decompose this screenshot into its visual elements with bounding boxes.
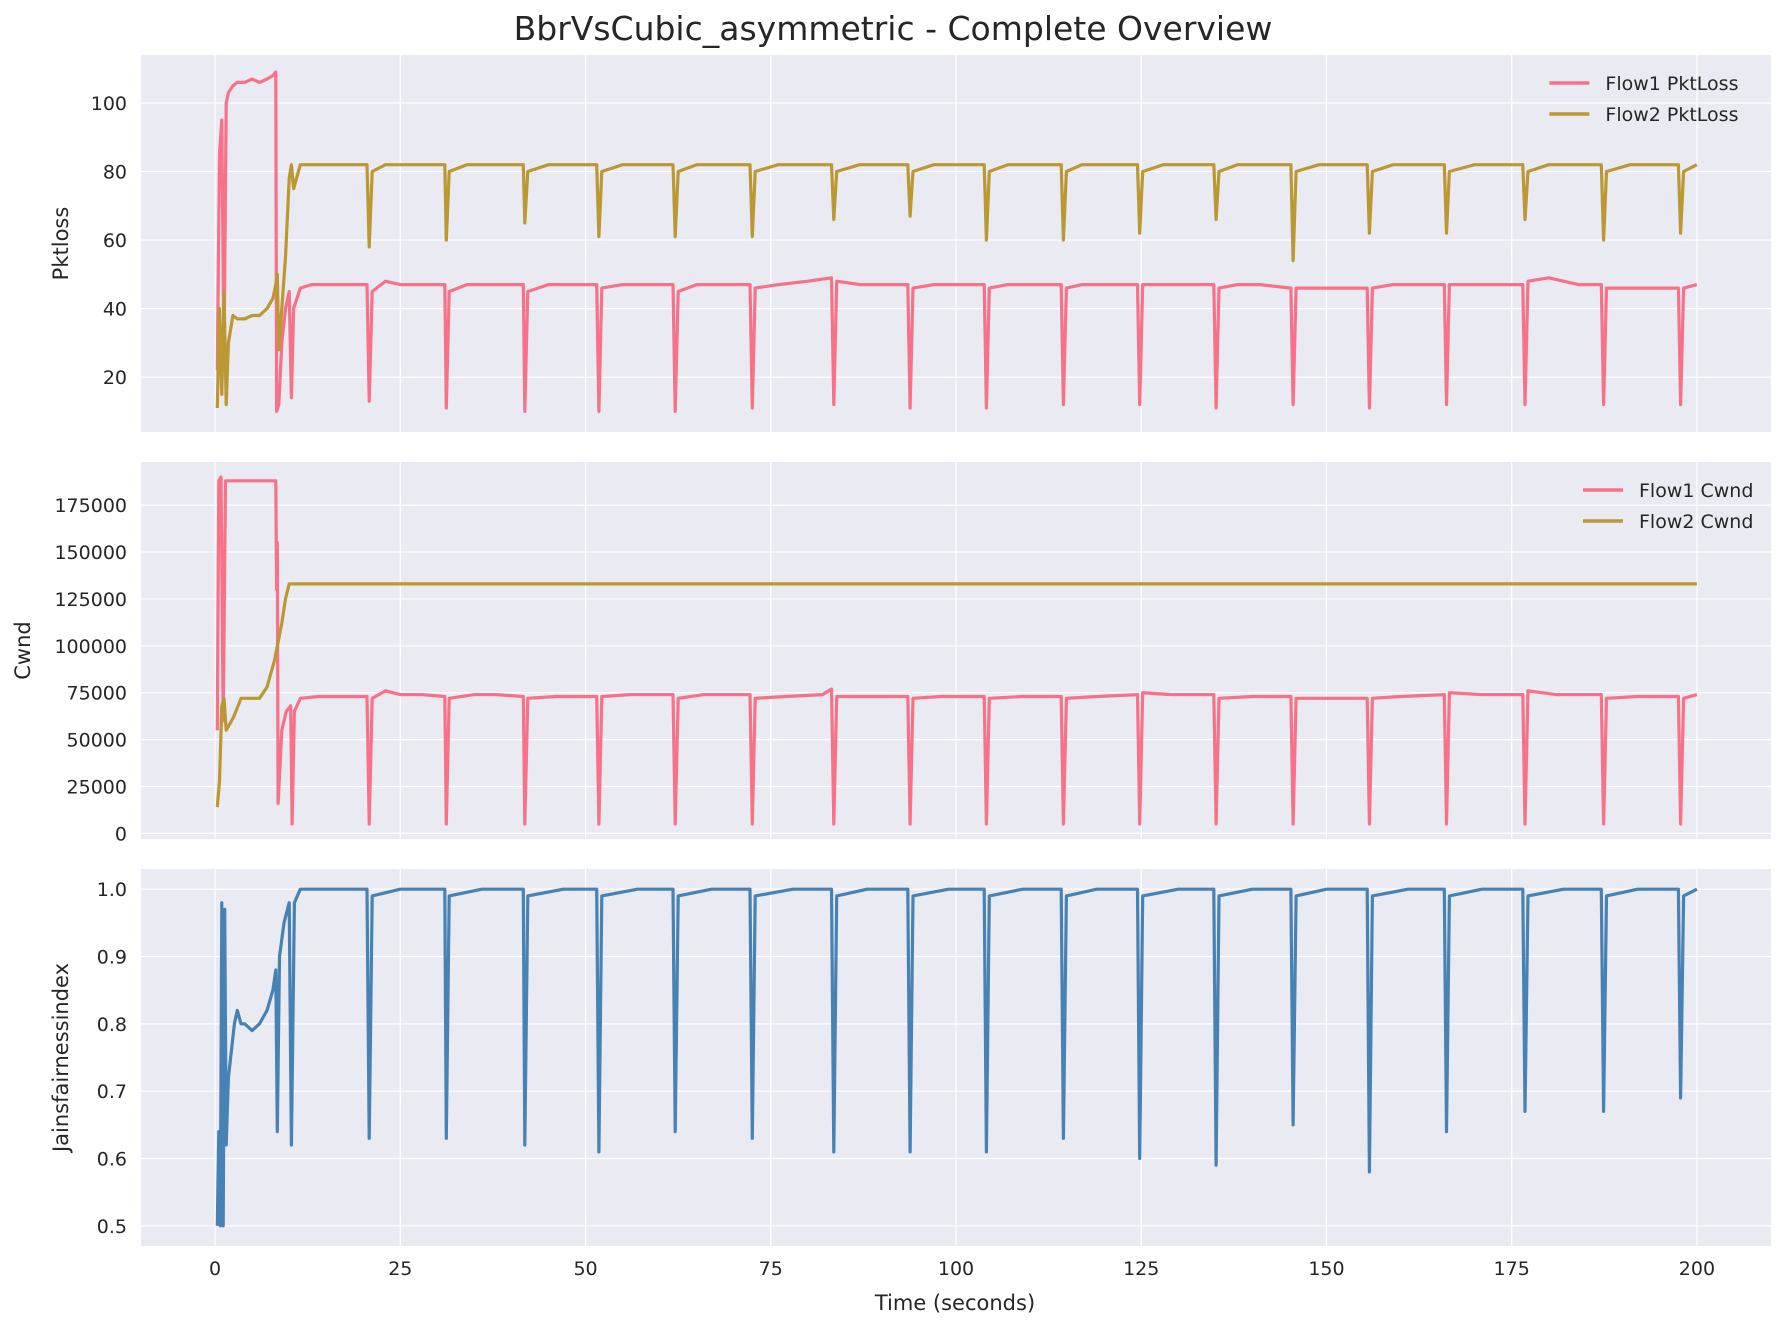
y-tick-label: 60 (103, 230, 127, 252)
legend-entry: Flow2 PktLoss (1605, 104, 1738, 126)
y-axis-label: Cwnd (11, 621, 35, 679)
y-tick-label: 0.6 (97, 1148, 127, 1170)
legend: Flow1 Cwnd Flow2 Cwnd (1583, 480, 1753, 533)
y-tick-label: 1.0 (97, 879, 127, 901)
x-tick-label: 0 (209, 1258, 221, 1280)
legend-entry: Flow2 Cwnd (1639, 511, 1753, 533)
x-tick-label: 75 (759, 1258, 783, 1280)
x-tick-label: 150 (1308, 1258, 1344, 1280)
y-axis-label: Jainsfairnessindex (49, 963, 73, 1154)
y-tick-label: 175000 (54, 495, 127, 517)
series-line-flow1-cwnd (215, 475, 1698, 826)
y-tick-label: 40 (103, 299, 127, 321)
legend: Flow1 PktLoss Flow2 PktLoss (1549, 73, 1738, 126)
legend-entry: Flow1 Cwnd (1639, 480, 1753, 502)
y-tick-label: 0.8 (97, 1014, 127, 1036)
y-tick-label: 0.7 (97, 1081, 127, 1103)
series-line-flow1-pktloss (215, 70, 1698, 413)
y-tick-label: 25000 (67, 776, 127, 798)
x-tick-label: 25 (388, 1258, 412, 1280)
y-tick-label: 50000 (67, 730, 127, 752)
series-line-flow2-pktloss (215, 163, 1698, 409)
figure-title: BbrVsCubic_asymmetric - Complete Overvie… (514, 9, 1273, 48)
y-tick-label: 80 (103, 162, 127, 184)
series-line-flow2-cwnd (215, 582, 1697, 808)
x-tick-label: 125 (1123, 1258, 1159, 1280)
series-line-fairness (215, 887, 1698, 1228)
y-tick-label: 125000 (54, 589, 127, 611)
x-tick-label: 100 (938, 1258, 974, 1280)
y-axis-label: Pktloss (49, 207, 73, 281)
legend-entry: Flow1 PktLoss (1605, 73, 1738, 95)
x-tick-label: 200 (1679, 1258, 1715, 1280)
pktloss-panel: 20 40 60 80 100 Pktloss Flow1 PktLoss Flow2 Pkt… (49, 55, 1771, 432)
x-tick-label: 50 (573, 1258, 597, 1280)
y-tick-label: 75000 (67, 683, 127, 705)
cwnd-panel: 0 25000 50000 75000 100000 125000 150000 175000… (11, 462, 1771, 845)
y-tick-label: 0.9 (97, 947, 127, 969)
y-tick-label: 0.5 (97, 1216, 127, 1238)
fairness-panel: 0.5 0.6 0.7 0.8 0.9 1.0 0 25 50 75 100 125 150 175 200… (49, 869, 1771, 1280)
x-axis-label: Time (seconds) (874, 1291, 1035, 1315)
y-tick-label: 0 (115, 823, 127, 845)
x-tick-label: 175 (1494, 1258, 1530, 1280)
y-tick-label: 100 (91, 93, 127, 115)
y-tick-label: 20 (103, 367, 127, 389)
y-tick-label: 150000 (54, 542, 127, 564)
y-tick-label: 100000 (54, 636, 127, 658)
